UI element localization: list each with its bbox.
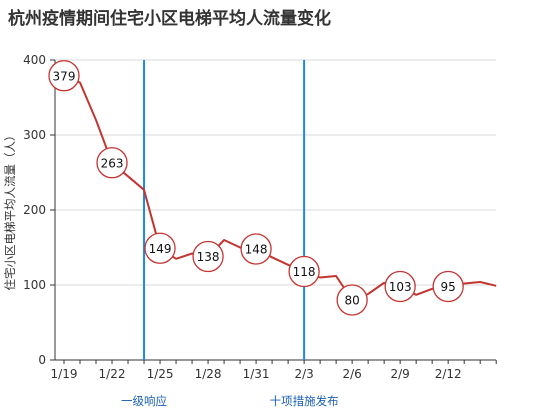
data-label: 148 <box>245 243 268 257</box>
x-tick-label: 1/28 <box>195 367 222 381</box>
x-tick-label: 2/6 <box>342 367 361 381</box>
data-point-bubble <box>48 60 80 92</box>
data-label: 80 <box>344 294 359 308</box>
y-axis-label: 住宅小区电梯平均人流量（人） <box>3 130 17 291</box>
data-point-bubble <box>192 240 224 273</box>
x-tick-label: 1/22 <box>99 367 126 381</box>
x-tick-label: 2/12 <box>435 367 462 381</box>
x-tick-label: 2/9 <box>390 367 409 381</box>
data-label: 95 <box>441 280 456 294</box>
data-point-bubble <box>144 232 176 264</box>
event-label: 十项措施发布 <box>270 394 339 408</box>
data-label: 118 <box>293 265 316 279</box>
y-tick-label: 200 <box>23 203 46 217</box>
data-label: 263 <box>101 156 124 170</box>
data-point-bubble <box>336 284 368 316</box>
x-tick-label: 1/25 <box>147 367 174 381</box>
x-tick-label: 1/19 <box>51 367 78 381</box>
x-tick-label: 1/31 <box>243 367 270 381</box>
event-label: 一级响应 <box>121 394 167 408</box>
data-label: 149 <box>149 242 172 256</box>
y-tick-label: 100 <box>23 278 46 292</box>
y-tick-label: 400 <box>23 53 46 67</box>
data-label: 138 <box>197 250 220 264</box>
data-point-bubble <box>288 255 320 288</box>
y-tick-label: 0 <box>38 353 46 367</box>
series-line <box>63 74 497 301</box>
data-point-bubble <box>432 270 464 303</box>
data-label: 379 <box>53 69 76 83</box>
x-tick-label: 2/3 <box>294 367 313 381</box>
data-point-bubble <box>96 147 128 179</box>
data-point-bubble <box>384 270 416 303</box>
data-point-bubble <box>240 233 272 265</box>
data-label: 103 <box>389 280 412 294</box>
chart-title: 杭州疫情期间住宅小区电梯平均人流量变化 <box>8 9 331 29</box>
y-tick-label: 300 <box>23 128 46 142</box>
